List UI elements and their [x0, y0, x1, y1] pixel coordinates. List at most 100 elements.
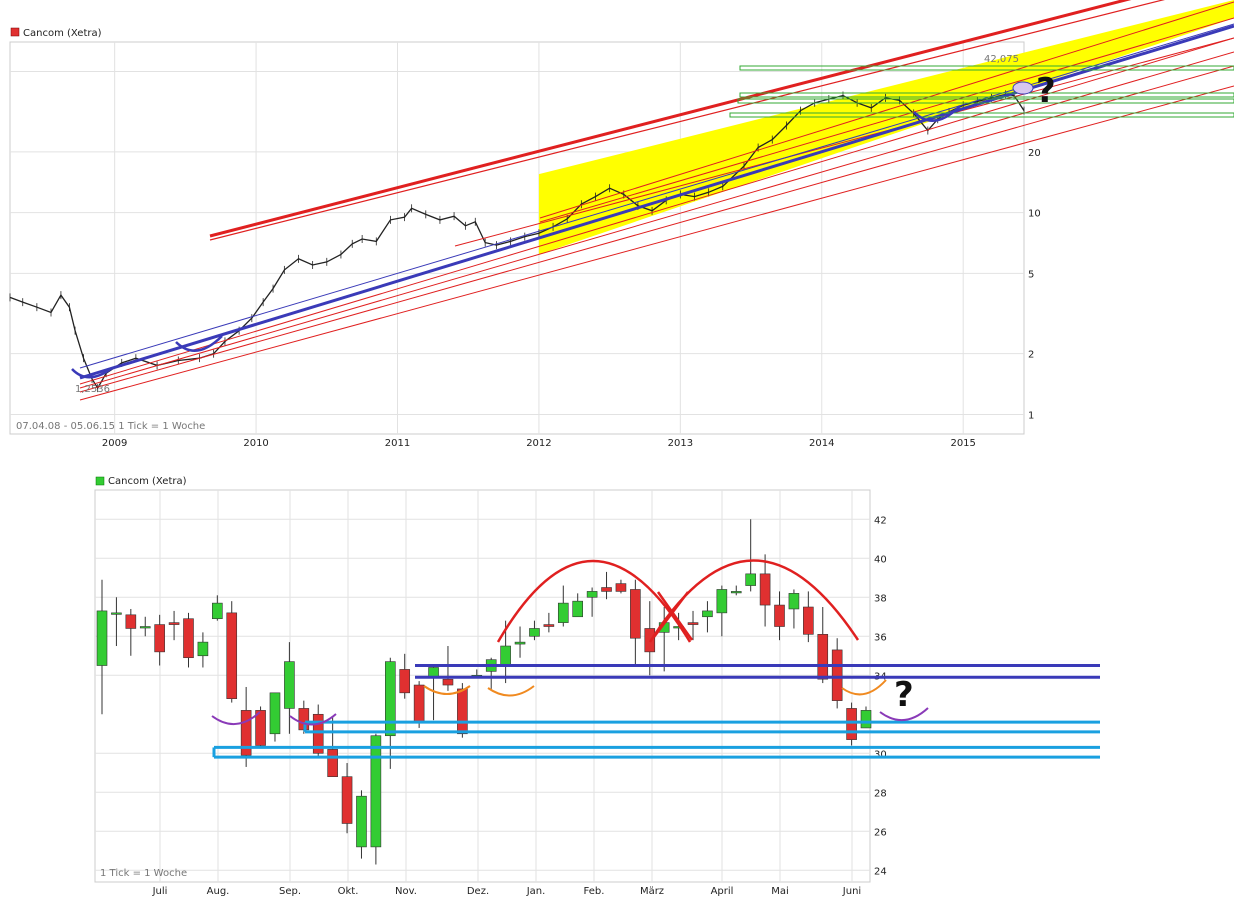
- candle-body: [557, 602, 569, 623]
- candle-body: [702, 610, 713, 618]
- candle-body: [312, 713, 324, 754]
- x-tick-label-top: 2014: [809, 438, 834, 449]
- plot-frame-bottom: [94, 489, 871, 883]
- lower-trend-line: [79, 37, 1234, 385]
- candle-body: [788, 593, 800, 610]
- y-tick-label-top: 1: [1028, 410, 1034, 421]
- price-line: [9, 93, 1025, 390]
- x-tick-label-bottom: Feb.: [584, 886, 605, 897]
- mid-trend-line-3: [454, 37, 1234, 247]
- y-tick-label-bottom: 24: [874, 866, 887, 877]
- candle-body: [96, 610, 108, 666]
- candle-body: [356, 795, 367, 848]
- legend-swatch-bottom: [95, 476, 105, 486]
- legend-swatch-top: [10, 27, 20, 37]
- upper-trend-line: [209, 0, 1132, 238]
- x-tick-label-bottom: Mai: [771, 886, 789, 897]
- candle-body: [543, 624, 555, 627]
- y-tick-label-bottom: 30: [874, 749, 887, 760]
- bottom-arc-marker: [71, 366, 113, 379]
- x-tick-label-top: 2009: [102, 438, 127, 449]
- candle-body: [284, 661, 295, 709]
- x-tick-label-top: 2011: [385, 438, 410, 449]
- bottom-arc-marker: [913, 105, 961, 122]
- x-tick-label-top: 2013: [668, 438, 693, 449]
- candle-body: [111, 612, 122, 615]
- candle-body: [413, 684, 425, 723]
- y-tick-label-bottom: 36: [874, 632, 887, 643]
- support-zone-box-top: [739, 65, 1234, 71]
- cross-mark: [653, 591, 689, 638]
- candle-body: [240, 710, 252, 756]
- purple-arc-marker: [211, 711, 261, 725]
- candle-body: [212, 602, 223, 620]
- x-tick-label-bottom: Nov.: [395, 886, 417, 897]
- x-tick-label-top: 2012: [526, 438, 551, 449]
- purple-arc-marker: [879, 707, 929, 721]
- candle-body: [529, 628, 540, 637]
- support-trend-line-thin: [79, 23, 1234, 369]
- candle-body: [831, 649, 843, 701]
- x-tick-label-bottom: Sep.: [279, 886, 301, 897]
- cross-mark: [656, 591, 694, 641]
- legend-label-bottom: Cancom (Xetra): [108, 476, 187, 487]
- candle-body: [183, 618, 194, 659]
- candle-body: [139, 626, 151, 629]
- candle-body: [154, 624, 165, 653]
- legend-label-top: Cancom (Xetra): [23, 28, 102, 39]
- support-zone-box-top: [729, 112, 1234, 118]
- candle-body: [630, 589, 641, 639]
- candle-body: [269, 692, 281, 735]
- support-trend-line: [79, 24, 1234, 380]
- candle-body: [716, 589, 728, 614]
- support-zone-box-top: [737, 98, 1234, 104]
- x-tick-label-bottom: Okt.: [338, 886, 359, 897]
- x-tick-label-top: 2015: [950, 438, 975, 449]
- question-mark-bottom: ?: [894, 675, 914, 715]
- y-tick-label-bottom: 42: [874, 515, 887, 526]
- candle-body: [803, 606, 814, 635]
- y-tick-label-top: 2: [1028, 350, 1034, 361]
- lower-trend-line-3: [79, 65, 1234, 393]
- candle-body: [226, 612, 238, 699]
- candle-body: [385, 661, 396, 737]
- tick-note-bottom: 1 Tick = 1 Woche: [100, 868, 187, 879]
- x-tick-label-bottom: Jan.: [526, 886, 546, 897]
- y-tick-label-bottom: 26: [874, 827, 887, 838]
- x-tick-label-bottom: März: [640, 886, 664, 897]
- candle-body: [457, 688, 468, 735]
- candle-body: [774, 604, 785, 627]
- upper-trend-line-2: [209, 0, 1166, 241]
- x-tick-label-bottom: Aug.: [207, 886, 230, 897]
- candle-body: [255, 710, 266, 746]
- lower-trend-line-2: [79, 51, 1234, 389]
- x-tick-label-bottom: April: [711, 886, 734, 897]
- candle-body: [500, 645, 511, 666]
- max-price-label: 42,075: [984, 54, 1019, 65]
- candle-body: [168, 622, 180, 625]
- current-price-circle: [1012, 81, 1034, 95]
- x-tick-label-bottom: Dez.: [467, 886, 489, 897]
- candle-body: [370, 735, 382, 848]
- candle-body: [846, 708, 857, 740]
- candle-body: [759, 573, 771, 606]
- candle-body: [399, 669, 411, 694]
- double-top-arc: [496, 559, 692, 643]
- question-mark-top: ?: [1036, 71, 1056, 111]
- min-price-label: 1,2536: [75, 384, 110, 395]
- candle-body: [197, 641, 209, 657]
- candle-body: [442, 678, 454, 686]
- y-tick-label-top: 20: [1028, 148, 1041, 159]
- candle-body: [817, 634, 829, 680]
- candle-body: [125, 614, 137, 629]
- y-tick-label-top: 5: [1028, 269, 1034, 280]
- purple-arc-marker: [289, 713, 337, 726]
- candle-body: [341, 776, 353, 824]
- y-tick-label-bottom: 40: [874, 554, 887, 565]
- candle-body: [730, 591, 742, 594]
- bottom-arc-marker: [175, 335, 223, 352]
- candle-body: [745, 573, 756, 586]
- y-tick-label-bottom: 28: [874, 788, 887, 799]
- x-tick-label-bottom: Juli: [152, 886, 168, 897]
